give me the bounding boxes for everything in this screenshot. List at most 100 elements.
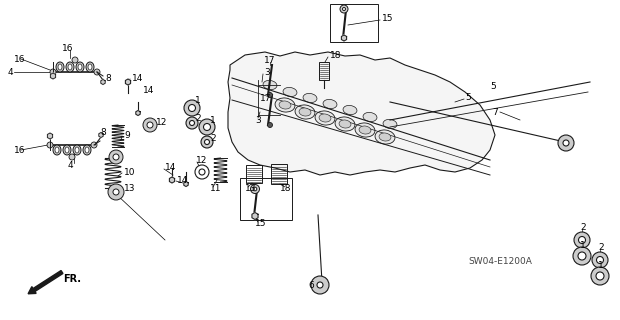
Circle shape <box>578 252 586 260</box>
Text: 1: 1 <box>598 260 604 269</box>
Ellipse shape <box>68 64 72 70</box>
Circle shape <box>558 135 574 151</box>
Text: 2: 2 <box>210 133 216 142</box>
Circle shape <box>574 232 590 248</box>
Circle shape <box>50 69 56 75</box>
Text: 13: 13 <box>124 183 136 193</box>
Ellipse shape <box>65 147 69 153</box>
Ellipse shape <box>339 120 351 128</box>
Ellipse shape <box>355 123 375 137</box>
Ellipse shape <box>58 64 62 70</box>
Ellipse shape <box>323 100 337 108</box>
Circle shape <box>201 136 213 148</box>
Ellipse shape <box>379 133 391 141</box>
Circle shape <box>267 92 273 98</box>
Ellipse shape <box>303 93 317 103</box>
Circle shape <box>147 122 153 128</box>
Ellipse shape <box>55 147 59 153</box>
Text: 11: 11 <box>210 183 221 193</box>
Polygon shape <box>47 133 53 139</box>
Circle shape <box>317 282 323 288</box>
Ellipse shape <box>359 126 371 134</box>
Circle shape <box>578 236 585 244</box>
Ellipse shape <box>56 62 64 72</box>
Polygon shape <box>252 212 258 220</box>
Text: 14: 14 <box>143 85 154 94</box>
Circle shape <box>203 124 211 131</box>
Ellipse shape <box>76 62 84 72</box>
Polygon shape <box>136 110 140 116</box>
Text: 16: 16 <box>14 54 25 63</box>
Ellipse shape <box>86 62 94 72</box>
Circle shape <box>69 154 75 160</box>
Text: 8: 8 <box>105 74 111 83</box>
Circle shape <box>267 123 273 127</box>
Polygon shape <box>50 73 56 79</box>
Circle shape <box>186 117 198 129</box>
Ellipse shape <box>66 62 74 72</box>
Text: 13: 13 <box>245 183 257 193</box>
Text: 16: 16 <box>14 146 25 155</box>
Circle shape <box>113 154 119 160</box>
Ellipse shape <box>299 108 311 116</box>
Circle shape <box>108 184 124 200</box>
Circle shape <box>573 247 591 265</box>
Text: 17: 17 <box>260 93 272 102</box>
Circle shape <box>199 119 215 135</box>
Circle shape <box>91 142 97 148</box>
Polygon shape <box>342 35 347 41</box>
Circle shape <box>188 105 195 111</box>
Bar <box>319 62 329 80</box>
Circle shape <box>563 140 569 146</box>
Text: 12: 12 <box>196 156 207 164</box>
Circle shape <box>592 252 608 268</box>
Ellipse shape <box>343 105 357 115</box>
Bar <box>330 4 378 42</box>
Bar <box>240 178 292 220</box>
Text: 1: 1 <box>195 95 201 105</box>
Ellipse shape <box>83 145 91 155</box>
Ellipse shape <box>53 145 61 155</box>
Text: 5: 5 <box>465 92 471 101</box>
Text: 14: 14 <box>177 175 188 185</box>
Text: 5: 5 <box>490 82 496 91</box>
Text: 3: 3 <box>255 116 261 124</box>
Text: 2: 2 <box>195 114 201 123</box>
Ellipse shape <box>383 119 397 129</box>
Polygon shape <box>99 132 103 138</box>
Circle shape <box>72 57 78 63</box>
Ellipse shape <box>283 87 297 97</box>
Text: 14: 14 <box>165 163 176 172</box>
Text: 8: 8 <box>100 127 106 137</box>
Ellipse shape <box>363 112 377 122</box>
Text: 12: 12 <box>156 117 167 126</box>
FancyArrow shape <box>28 270 63 294</box>
Circle shape <box>250 185 260 194</box>
Circle shape <box>596 272 604 280</box>
Circle shape <box>311 276 329 294</box>
Polygon shape <box>169 177 175 183</box>
Text: 10: 10 <box>124 167 136 177</box>
Text: 1: 1 <box>580 242 586 251</box>
Circle shape <box>199 169 205 175</box>
Text: 15: 15 <box>255 219 267 228</box>
Circle shape <box>143 118 157 132</box>
Ellipse shape <box>375 130 395 144</box>
Circle shape <box>195 165 209 179</box>
Text: 16: 16 <box>62 44 74 52</box>
Circle shape <box>205 140 210 145</box>
Ellipse shape <box>73 145 81 155</box>
Text: 18: 18 <box>280 183 291 193</box>
Text: 4: 4 <box>8 68 14 76</box>
Circle shape <box>109 150 123 164</box>
Polygon shape <box>125 79 131 85</box>
Ellipse shape <box>319 114 331 122</box>
Circle shape <box>253 187 257 191</box>
Ellipse shape <box>88 64 92 70</box>
Bar <box>271 164 287 184</box>
Text: 14: 14 <box>132 74 143 83</box>
Bar <box>246 165 262 183</box>
Circle shape <box>47 142 53 148</box>
Ellipse shape <box>78 64 82 70</box>
Ellipse shape <box>75 147 79 153</box>
